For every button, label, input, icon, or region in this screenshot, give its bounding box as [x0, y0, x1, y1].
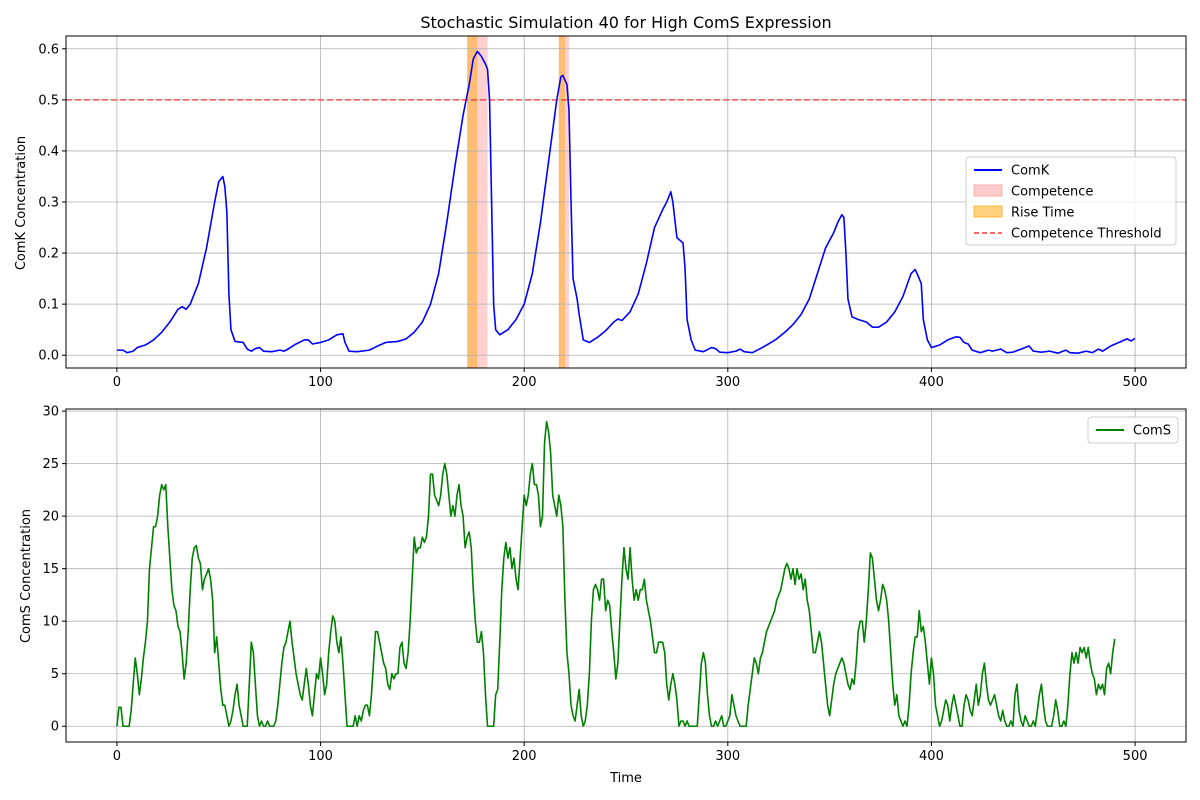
coms-y-tick-label: 5	[51, 667, 59, 682]
coms-y-tick-label: 25	[42, 457, 59, 472]
top-y-axis-label: ComK Concentration	[14, 136, 29, 270]
comk-legend: ComK Competence Rise Time Competence Thresh…	[965, 156, 1177, 246]
coms-y-tick-label: 15	[42, 562, 59, 577]
comk-x-tick-label: 0	[113, 375, 121, 390]
comk-x-tick-label: 400	[919, 375, 944, 390]
coms-x-tick-label: 0	[113, 749, 121, 764]
coms-x-tick-label: 300	[715, 749, 740, 764]
coms-y-tick-label: 20	[42, 510, 59, 525]
comk-panel: 0 100 200 300 400 500 0.0 0.1 0.2 0.3 0.4 0.5 0.6 Com…	[38, 35, 1187, 390]
coms-x-tick-label: 500	[1123, 749, 1148, 764]
comk-y-tick-label: 0.2	[38, 247, 59, 262]
bottom-y-axis-label: ComS Concentration	[19, 509, 34, 643]
comk-y-tick-label: 0.5	[38, 93, 59, 108]
comk-y-tick-label: 0.6	[38, 42, 59, 57]
comk-y-tick-label: 0.1	[38, 298, 59, 313]
comk-y-tick-label: 0.4	[38, 144, 59, 159]
comk-legend-label-competence: Competence	[1011, 185, 1093, 200]
comk-legend-box	[965, 156, 1177, 246]
coms-legend-label-coms: ComS	[1133, 424, 1171, 439]
comk-x-tick-label: 200	[512, 375, 537, 390]
comk-y-tick-label: 0.0	[38, 349, 59, 364]
comk-x-tick-label: 500	[1123, 375, 1148, 390]
coms-legend: ComS	[1087, 416, 1179, 444]
bottom-x-axis-label: Time	[609, 771, 642, 786]
coms-legend-box	[1087, 416, 1179, 444]
comk-x-tick-label: 300	[715, 375, 740, 390]
chart-title: Stochastic Simulation 40 for High ComS E…	[420, 13, 831, 32]
comk-legend-label-competence-threshold: Competence Threshold	[1011, 227, 1162, 242]
coms-panel: 0 100 200 300 400 500 0 5 10 15 20 25 30 ComS	[42, 405, 1187, 764]
comk-y-tick-label: 0.3	[38, 196, 59, 211]
comk-legend-swatch-rise-time	[973, 205, 1003, 218]
coms-y-tick-label: 0	[51, 720, 59, 735]
coms-axes-frame	[65, 408, 1187, 743]
comk-x-tick-label: 100	[308, 375, 333, 390]
coms-y-tick-label: 10	[42, 615, 59, 630]
comk-legend-swatch-competence	[973, 184, 1003, 197]
comk-legend-label-comk: ComK	[1011, 164, 1050, 179]
comk-legend-label-rise-time: Rise Time	[1011, 206, 1074, 221]
coms-x-tick-label: 100	[308, 749, 333, 764]
coms-x-tick-label: 400	[919, 749, 944, 764]
coms-y-tick-label: 30	[42, 405, 59, 420]
coms-x-tick-label: 200	[512, 749, 537, 764]
comk-series-comk	[116, 50, 1136, 354]
coms-series-coms	[116, 420, 1116, 728]
